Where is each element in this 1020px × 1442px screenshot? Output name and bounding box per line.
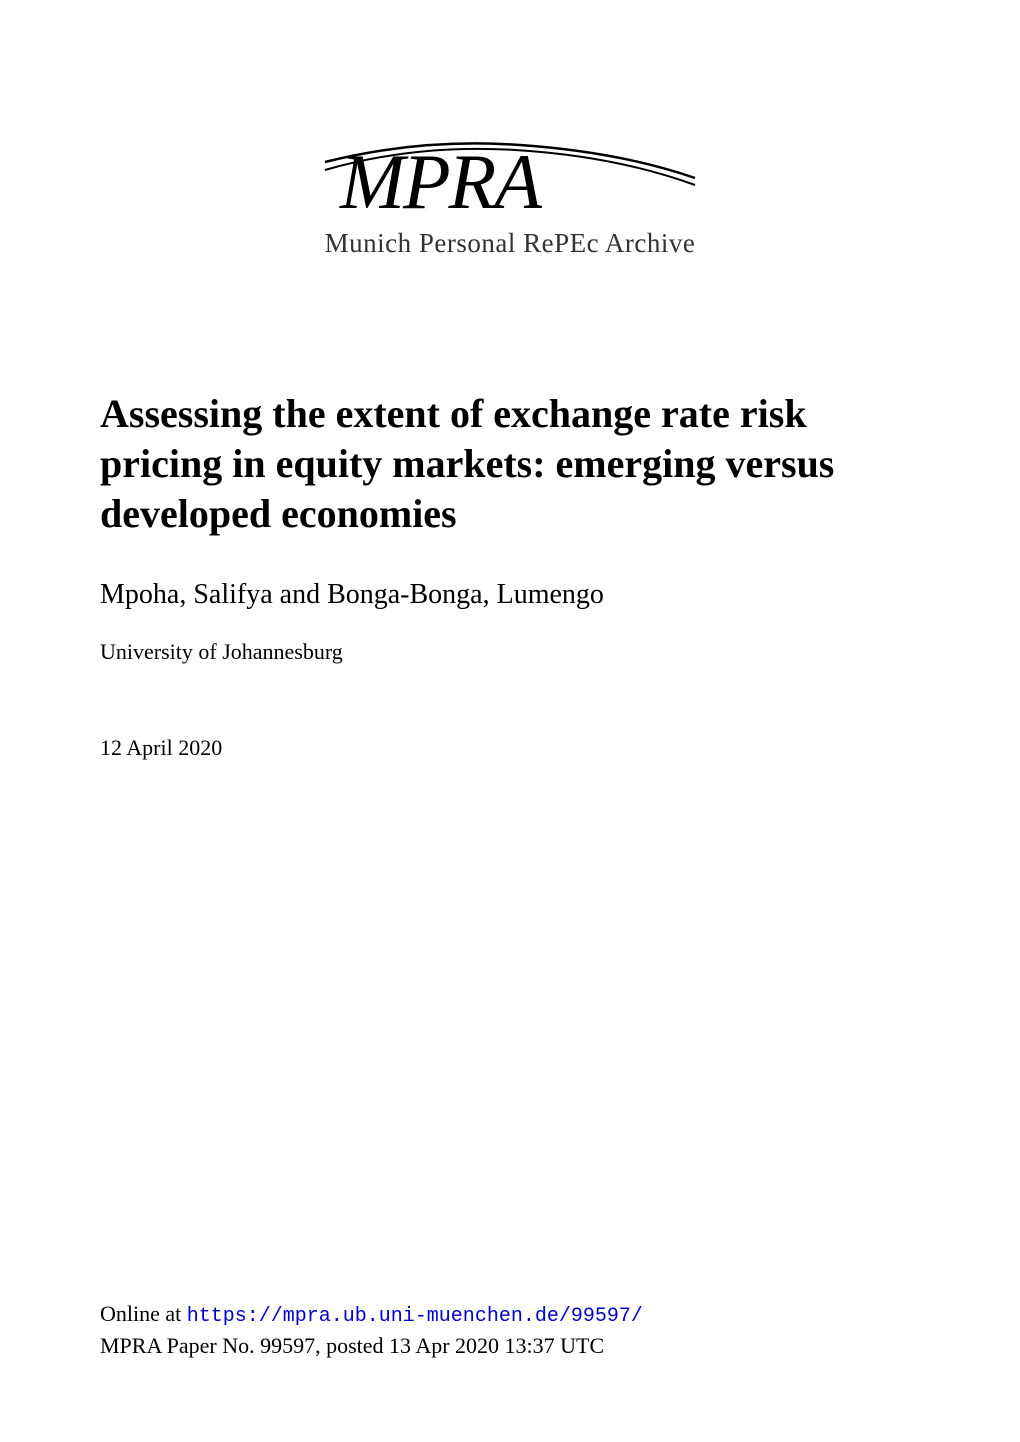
paper-affiliation: University of Johannesburg [100,639,920,665]
footer-online-line: Online at https://mpra.ub.uni-muenchen.d… [100,1299,920,1331]
svg-text:MPRA: MPRA [339,138,542,220]
logo-section: MPRA Munich Personal RePEc Archive [100,130,920,259]
spacer [100,761,920,1299]
footer-paper-info: MPRA Paper No. 99597, posted 13 Apr 2020… [100,1331,920,1362]
footer: Online at https://mpra.ub.uni-muenchen.d… [100,1299,920,1362]
mpra-logo: MPRA [320,130,700,220]
online-label: Online at [100,1301,187,1326]
archive-name: Munich Personal RePEc Archive [325,228,696,259]
paper-authors: Mpoha, Salifya and Bonga-Bonga, Lumengo [100,579,920,611]
paper-title: Assessing the extent of exchange rate ri… [100,389,920,539]
paper-url-link[interactable]: https://mpra.ub.uni-muenchen.de/99597/ [187,1305,643,1328]
paper-date: 12 April 2020 [100,735,920,761]
